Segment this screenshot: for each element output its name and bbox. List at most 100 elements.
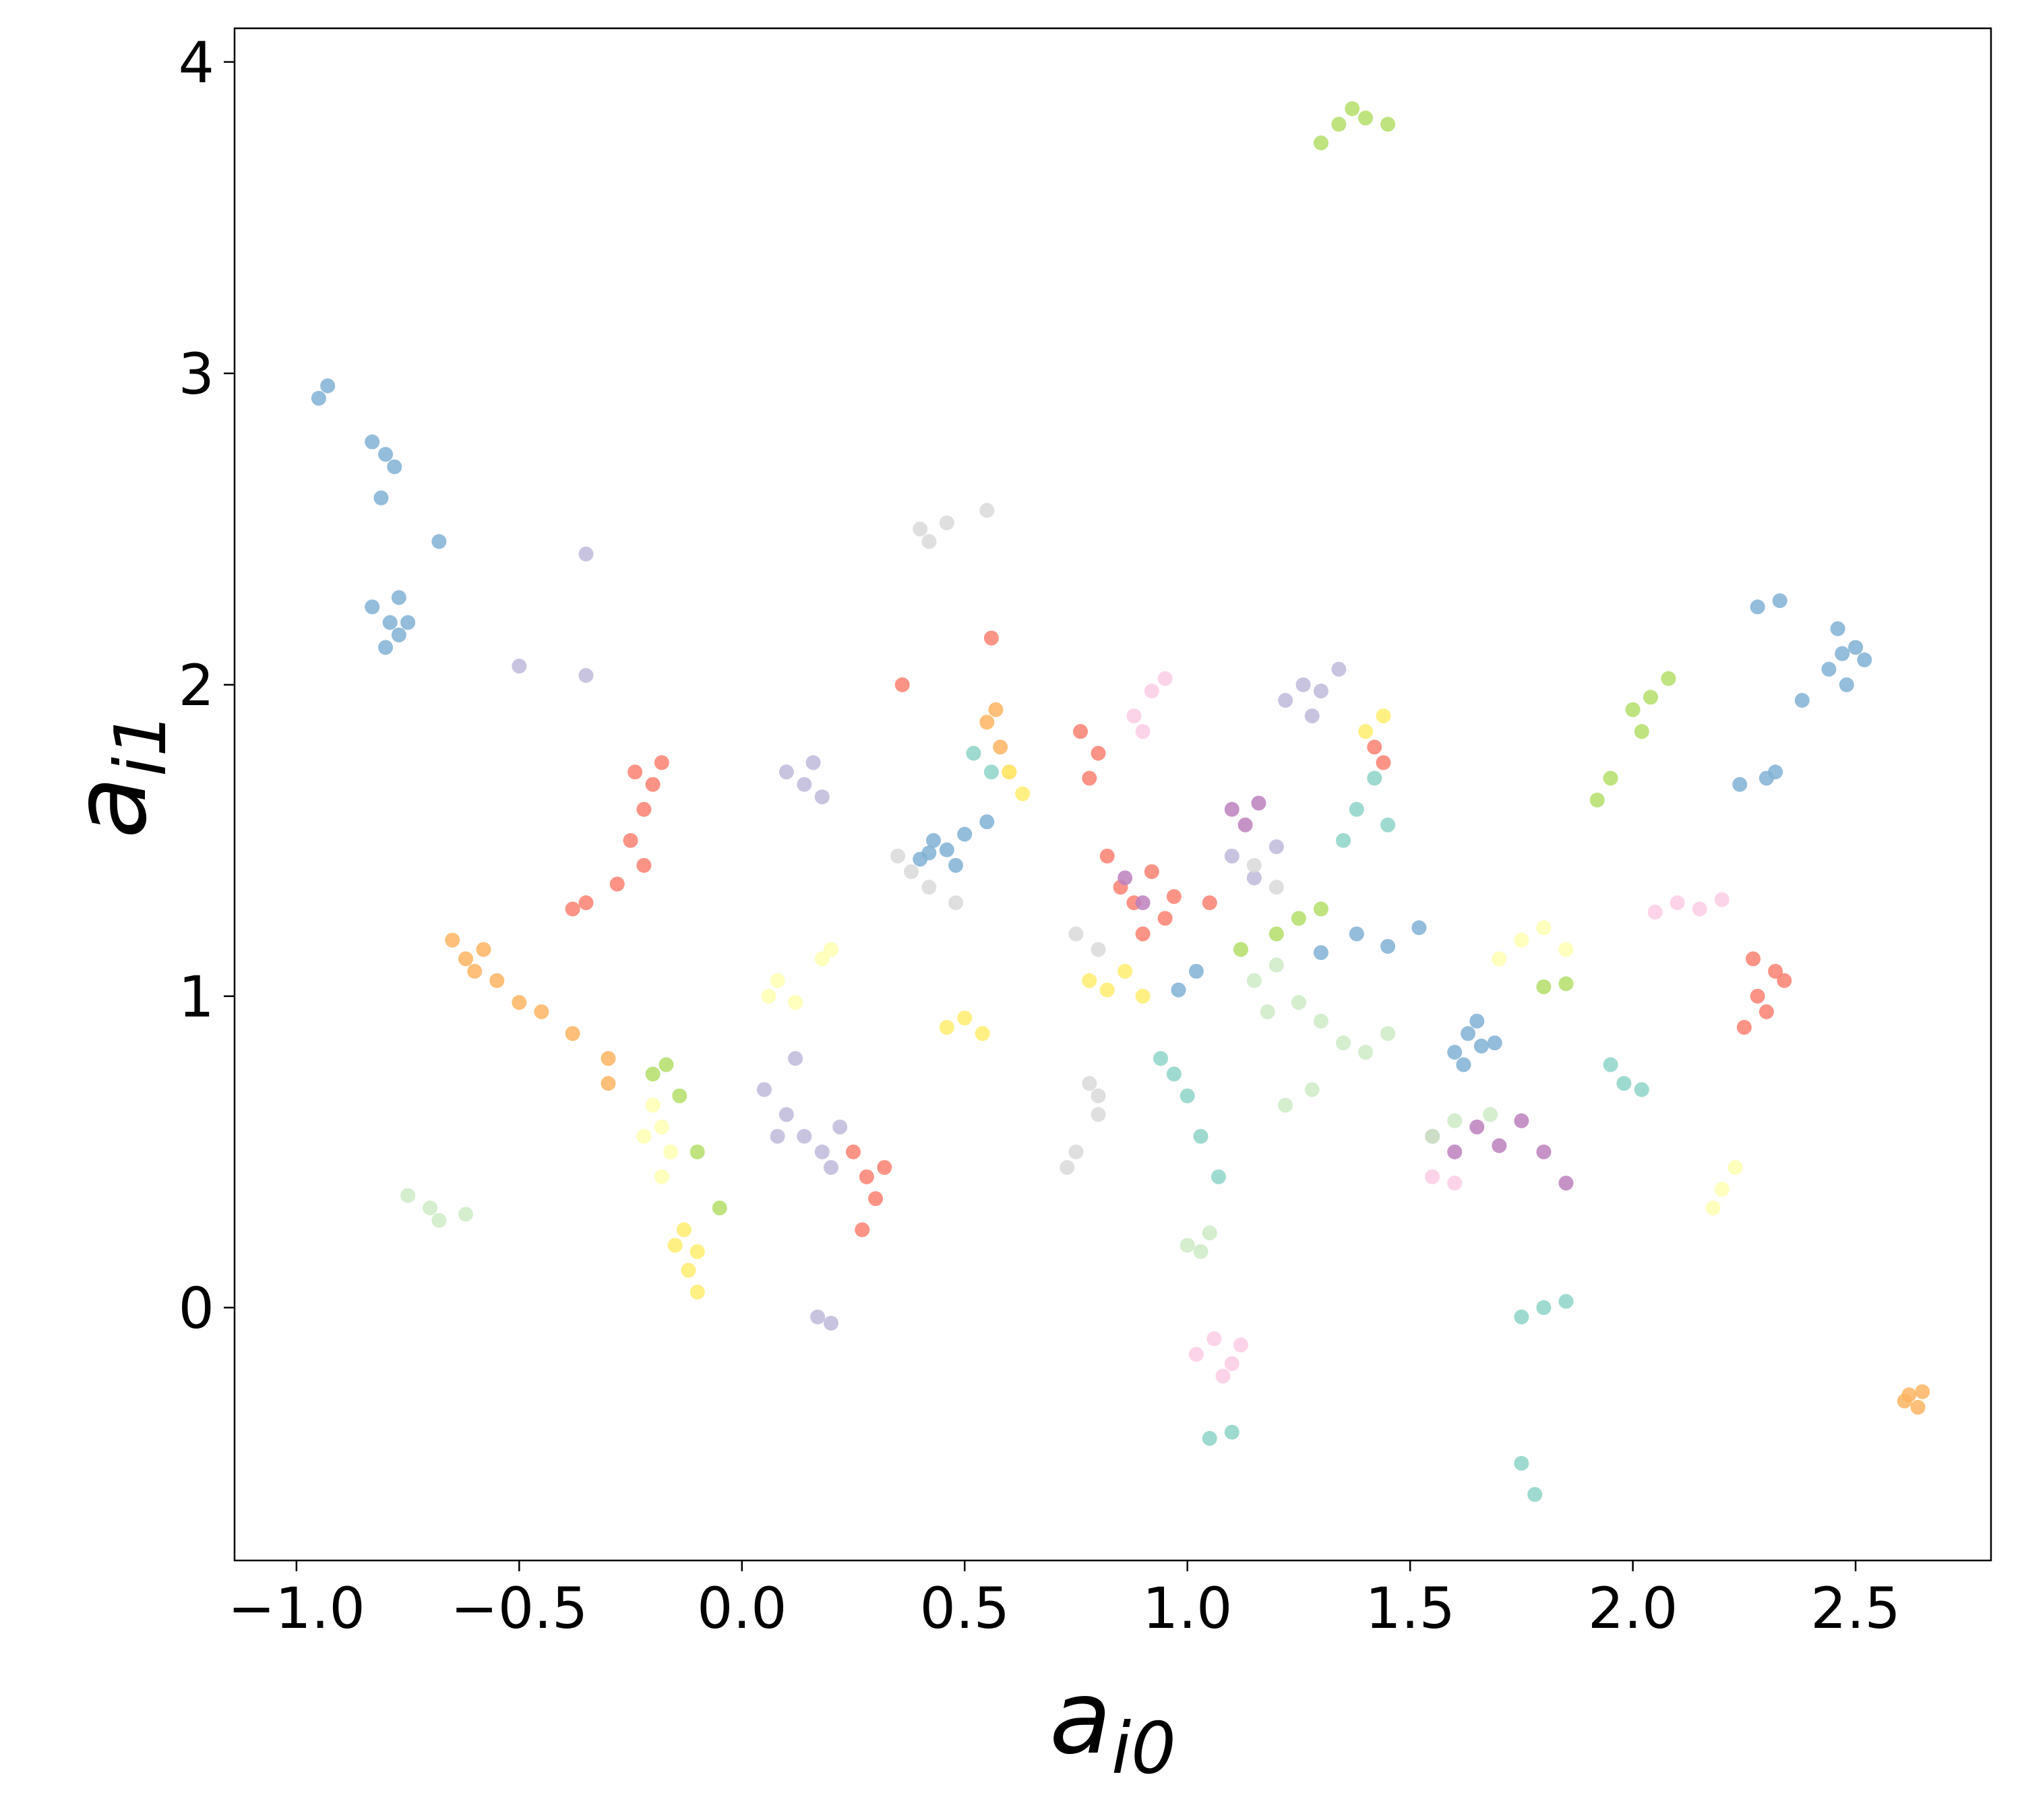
point <box>311 390 326 406</box>
point <box>1643 690 1659 705</box>
point <box>1447 1045 1463 1060</box>
point <box>788 1051 803 1066</box>
point <box>1647 905 1663 920</box>
point <box>489 973 505 988</box>
point <box>365 434 380 450</box>
point <box>1291 995 1306 1010</box>
point <box>979 715 995 730</box>
point <box>400 615 416 630</box>
point <box>1091 1088 1106 1103</box>
y-tick-label: 4 <box>179 30 214 96</box>
point <box>654 1169 669 1184</box>
point <box>1558 1294 1574 1309</box>
point <box>1634 1082 1649 1097</box>
point <box>636 1128 652 1144</box>
point <box>1246 857 1262 873</box>
point <box>1082 973 1097 988</box>
point <box>1527 1487 1543 1503</box>
point <box>1857 652 1872 667</box>
point <box>1336 1035 1351 1051</box>
y-tick-label: 0 <box>179 1275 214 1341</box>
point <box>1082 1076 1097 1091</box>
point <box>1727 1159 1743 1175</box>
point <box>1002 764 1017 780</box>
point <box>1336 832 1351 848</box>
point <box>1304 708 1320 724</box>
point <box>1447 1113 1463 1128</box>
point <box>1349 926 1364 942</box>
point <box>1492 951 1507 967</box>
point <box>1897 1393 1912 1409</box>
point <box>391 590 406 605</box>
point <box>1144 864 1159 880</box>
point <box>1268 957 1284 973</box>
point <box>1091 746 1106 761</box>
point <box>658 1057 674 1072</box>
point <box>1380 1026 1396 1041</box>
point <box>1268 880 1284 895</box>
point <box>1514 1455 1529 1471</box>
point <box>770 973 785 988</box>
point <box>578 668 594 684</box>
point <box>1625 702 1641 717</box>
point <box>512 659 527 674</box>
point <box>609 876 625 892</box>
point <box>1291 911 1306 926</box>
point <box>654 1119 669 1134</box>
point <box>983 764 999 780</box>
point <box>1835 646 1850 661</box>
point <box>1260 1004 1275 1019</box>
point <box>1135 988 1151 1004</box>
point <box>756 1082 772 1097</box>
point <box>1634 724 1649 739</box>
point <box>814 789 830 805</box>
point <box>921 845 937 861</box>
point <box>1331 661 1347 677</box>
point <box>1758 770 1774 786</box>
point <box>1166 1066 1182 1082</box>
point <box>1224 1424 1239 1440</box>
point <box>1768 963 1783 979</box>
y-label-base: a <box>52 777 169 839</box>
point <box>1514 1113 1529 1128</box>
point <box>1750 988 1765 1004</box>
point <box>832 1119 848 1134</box>
point <box>1295 677 1311 692</box>
point <box>1821 661 1837 677</box>
point <box>823 1159 838 1175</box>
point <box>1304 1082 1320 1097</box>
point <box>1211 1169 1226 1184</box>
point <box>654 755 669 770</box>
point <box>1536 1300 1552 1315</box>
point <box>993 739 1008 755</box>
point <box>948 857 964 873</box>
point <box>810 1309 826 1325</box>
point <box>797 777 812 792</box>
point <box>1278 692 1293 708</box>
point <box>761 988 776 1004</box>
point <box>458 1207 474 1222</box>
point <box>1830 621 1845 636</box>
point <box>387 459 402 475</box>
point <box>712 1201 727 1216</box>
point <box>983 630 999 646</box>
y-tick-label: 2 <box>179 653 214 719</box>
point <box>1345 101 1360 117</box>
point <box>1469 1119 1485 1134</box>
point <box>1376 755 1391 770</box>
point <box>690 1144 705 1159</box>
point <box>676 1222 692 1238</box>
point <box>1313 945 1328 961</box>
point <box>1206 1331 1222 1347</box>
point <box>1425 1128 1440 1144</box>
point <box>797 1128 812 1144</box>
point <box>1380 938 1396 954</box>
x-tick-label: 2.0 <box>1588 1575 1678 1641</box>
point <box>1514 932 1529 948</box>
point <box>939 515 954 530</box>
point <box>1447 1144 1463 1159</box>
point <box>788 995 803 1010</box>
point <box>1126 708 1142 724</box>
point <box>1447 1176 1463 1191</box>
point <box>1349 801 1364 817</box>
